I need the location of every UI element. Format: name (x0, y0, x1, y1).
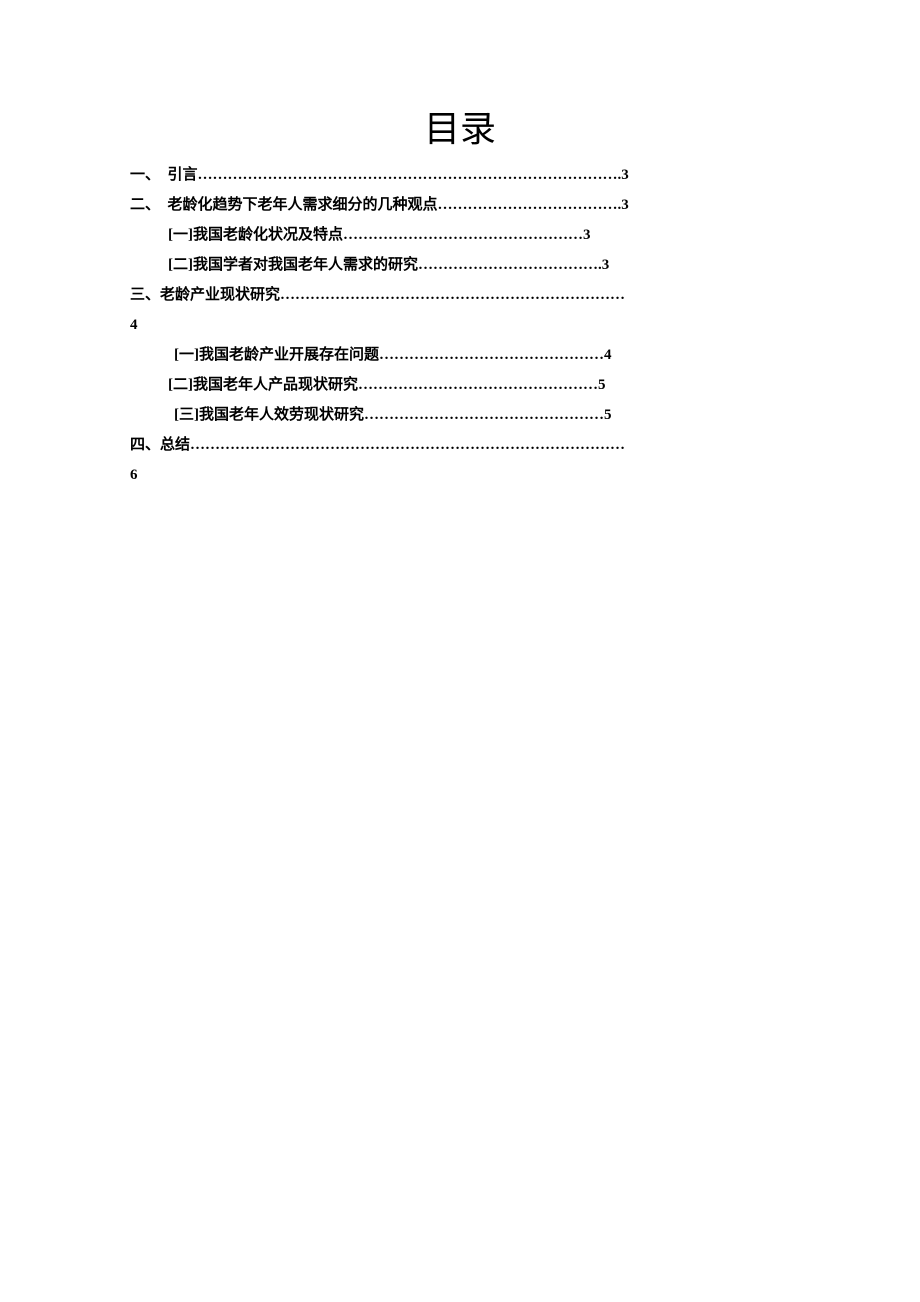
toc-container: 一、 引言………………………………………………………………………….3二、 老龄… (130, 160, 790, 490)
page-title: 目录 (130, 100, 790, 152)
toc-entry: [二]我国学者对我国老年人需求的研究……………………………….3 (130, 250, 790, 280)
toc-entry: 二、 老龄化趋势下老年人需求细分的几种观点……………………………….3 (130, 190, 790, 220)
toc-entry-page: 6 (130, 460, 790, 490)
toc-entry: [一]我国老龄产业开展存在问题………………………………………4 (130, 340, 790, 370)
toc-entry-page: 4 (130, 310, 790, 340)
toc-entry: 三、老龄产业现状研究…………………………………………………………… (130, 280, 790, 310)
toc-entry: [一]我国老龄化状况及特点…………………………………………3 (130, 220, 790, 250)
toc-entry: [二]我国老年人产品现状研究…………………………………………5 (130, 370, 790, 400)
toc-entry: 一、 引言………………………………………………………………………….3 (130, 160, 790, 190)
toc-entry: 四、总结…………………………………………………………………………… (130, 430, 790, 460)
toc-entry: [三]我国老年人效劳现状研究…………………………………………5 (130, 400, 790, 430)
